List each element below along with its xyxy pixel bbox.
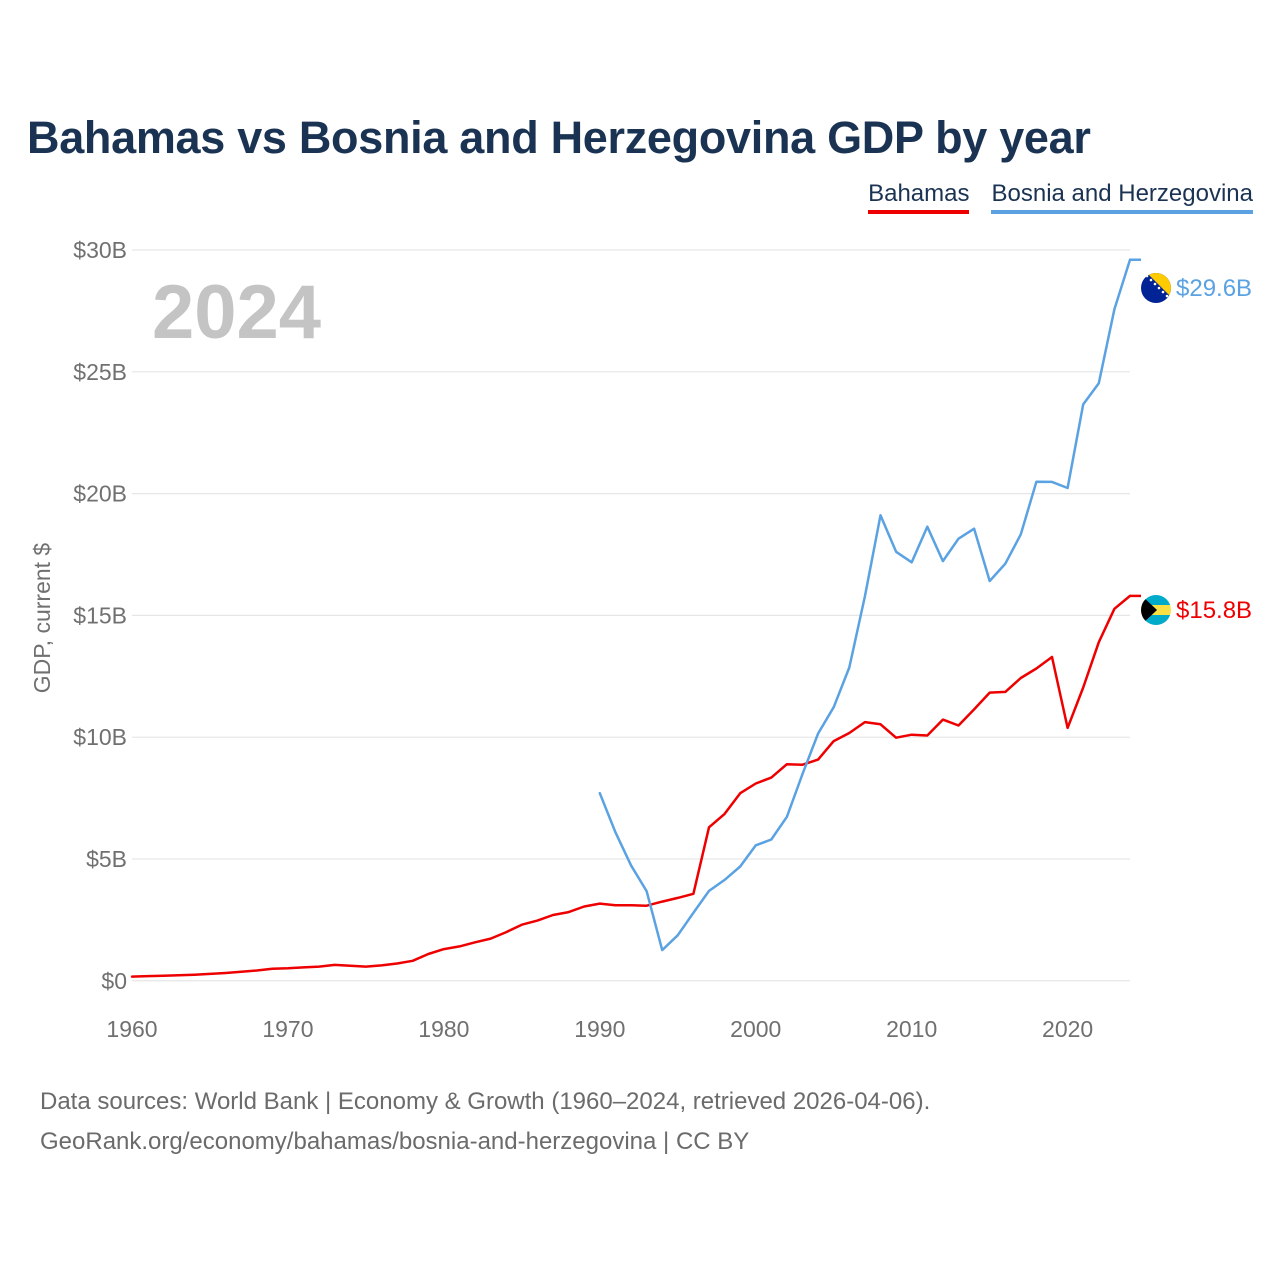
series-line-bahamas xyxy=(130,594,1132,978)
x-tick-label: 1990 xyxy=(574,1016,625,1042)
end-label-bosnia: $29.6B xyxy=(1176,275,1252,302)
footer-link[interactable]: GeoRank.org/economy/bahamas/bosnia-and-h… xyxy=(40,1128,750,1155)
x-axis: 1960 1970 1980 1990 2000 2010 2020 xyxy=(106,1016,1093,1042)
x-tick-label: 2010 xyxy=(886,1016,937,1042)
y-tick-label: $20B xyxy=(73,481,127,507)
series-lines xyxy=(130,258,1141,978)
bosnia-flag-icon xyxy=(1141,273,1171,303)
legend: Bahamas Bosnia and Herzegovina xyxy=(868,180,1253,214)
end-label-bahamas: $15.8B xyxy=(1176,597,1252,624)
series-line-bosnia xyxy=(598,258,1132,952)
x-tick-label: 1970 xyxy=(262,1016,313,1042)
y-tick-label: $10B xyxy=(73,724,127,750)
y-tick-label: $5B xyxy=(86,846,127,872)
y-tick-label: $0 xyxy=(101,968,127,994)
bahamas-flag-icon xyxy=(1141,595,1171,625)
x-tick-label: 1980 xyxy=(418,1016,469,1042)
y-axis-label: GDP, current $ xyxy=(29,543,55,694)
y-tick-label: $15B xyxy=(73,602,127,628)
x-tick-label: 2020 xyxy=(1042,1016,1093,1042)
footer: Data sources: World Bank | Economy & Gro… xyxy=(40,1082,930,1162)
footer-sources: Data sources: World Bank | Economy & Gro… xyxy=(40,1088,931,1115)
year-label: 2024 xyxy=(152,270,321,355)
x-tick-label: 2000 xyxy=(730,1016,781,1042)
y-axis: $0 $5B $10B $15B $20B $25B $30B xyxy=(73,237,127,994)
legend-item-bosnia[interactable]: Bosnia and Herzegovina xyxy=(991,180,1253,214)
x-tick-label: 1960 xyxy=(106,1016,157,1042)
y-tick-label: $30B xyxy=(73,237,127,263)
chart-title: Bahamas vs Bosnia and Herzegovina GDP by… xyxy=(27,112,1091,163)
grid-lines xyxy=(132,249,1130,982)
y-tick-label: $25B xyxy=(73,359,127,385)
legend-item-bahamas[interactable]: Bahamas xyxy=(868,180,970,214)
